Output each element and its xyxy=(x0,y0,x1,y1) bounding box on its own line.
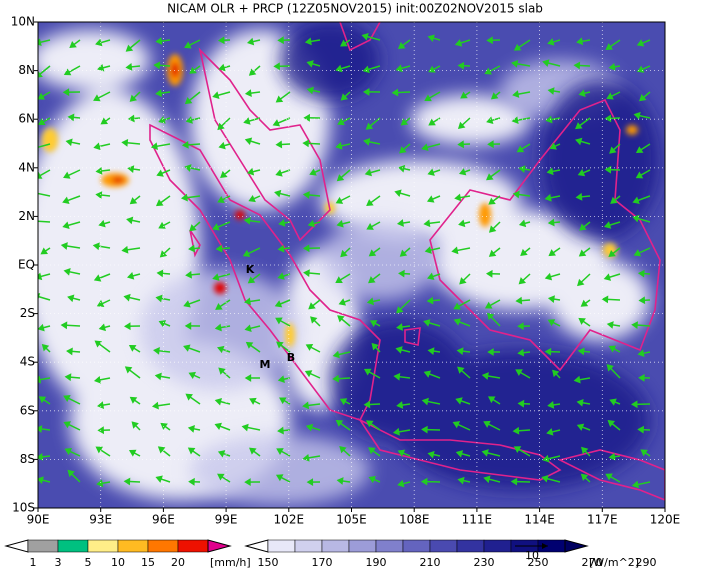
olr-label: 170 xyxy=(312,556,333,569)
olr-bar-step xyxy=(456,539,485,553)
precip-label: 20 xyxy=(171,556,185,569)
map-title: NICAM OLR + PRCP (12Z05NOV2015) init:00Z… xyxy=(167,2,543,16)
lat-label: 10N xyxy=(11,15,35,29)
olr-bar-step xyxy=(375,539,404,553)
olr-bar-step xyxy=(267,539,296,553)
lat-label: 2N xyxy=(18,209,35,223)
olr-bar-start xyxy=(244,539,269,553)
olr-bar-step xyxy=(402,539,431,553)
olr-bar-step xyxy=(429,539,458,553)
olr-label: 190 xyxy=(366,556,387,569)
olr-label: 290 xyxy=(636,556,657,569)
lon-label: 120E xyxy=(650,513,681,527)
precip-bar-step xyxy=(57,539,89,553)
lat-label: 6N xyxy=(18,112,35,126)
precip-bar-step xyxy=(27,539,59,553)
olr-label: 150 xyxy=(258,556,279,569)
precip-label: 5 xyxy=(85,556,92,569)
lon-label: 111E xyxy=(462,513,493,527)
precip-label: 15 xyxy=(141,556,155,569)
precip-bar-step xyxy=(147,539,179,553)
precip-bar-start xyxy=(4,539,29,553)
lat-label: 8N xyxy=(18,63,35,77)
olr-label: 270 xyxy=(582,556,603,569)
olr-bar-step xyxy=(483,539,512,553)
map-field xyxy=(38,22,665,508)
lon-label: 108E xyxy=(399,513,430,527)
lon-label: 105E xyxy=(336,513,367,527)
station-label: M xyxy=(260,358,271,371)
lon-label: 99E xyxy=(215,513,238,527)
lon-label: 90E xyxy=(27,513,50,527)
olr-unit: [W/m^2] xyxy=(589,556,639,569)
olr-bar-step xyxy=(321,539,350,553)
precip-label: 10 xyxy=(111,556,125,569)
olr-label: 230 xyxy=(474,556,495,569)
lat-label: 8S xyxy=(20,452,35,466)
precip-bar-step xyxy=(117,539,149,553)
precip-unit: [mm/h] xyxy=(210,556,251,569)
precip-bar-step xyxy=(87,539,119,553)
lon-label: 117E xyxy=(587,513,618,527)
lat-label: EQ xyxy=(18,258,35,272)
olr-label: 210 xyxy=(420,556,441,569)
lat-label: 4N xyxy=(18,160,35,174)
lat-label: 2S xyxy=(20,306,35,320)
vector-scale: 10 xyxy=(525,549,539,562)
lat-label: 10S xyxy=(12,501,35,515)
station-label: K xyxy=(246,263,255,276)
lon-label: 93E xyxy=(89,513,112,527)
olr-bar-step xyxy=(348,539,377,553)
precip-bar-end xyxy=(207,539,232,553)
lat-label: 6S xyxy=(20,403,35,417)
lat-label: 4S xyxy=(20,355,35,369)
lon-label: 114E xyxy=(524,513,555,527)
precip-label: 1 xyxy=(30,556,37,569)
station-label: B xyxy=(287,351,295,364)
olr-label: 250 xyxy=(528,556,549,569)
lon-label: 102E xyxy=(274,513,305,527)
olr-bar-step xyxy=(294,539,323,553)
precip-bar-step xyxy=(177,539,209,553)
precip-label: 3 xyxy=(55,556,62,569)
lon-label: 96E xyxy=(152,513,175,527)
olr-bar-end xyxy=(564,539,589,553)
